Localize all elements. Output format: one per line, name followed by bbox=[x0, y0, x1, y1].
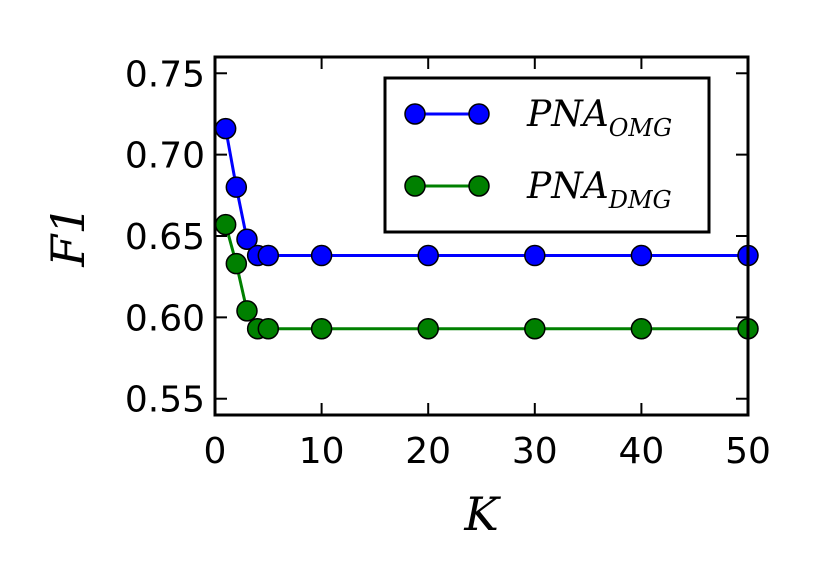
data-point-dmg bbox=[214, 213, 237, 236]
data-point-omg bbox=[214, 117, 237, 140]
series-layer bbox=[214, 117, 759, 340]
x-tick-label: 30 bbox=[512, 431, 558, 472]
data-point-omg bbox=[225, 176, 248, 198]
y-tick-label: 0.55 bbox=[125, 380, 205, 421]
data-point-omg bbox=[524, 244, 546, 267]
data-point-omg bbox=[310, 244, 333, 267]
data-point-dmg bbox=[310, 318, 333, 340]
legend-label: PNADMG bbox=[526, 166, 672, 214]
x-axis-label: K bbox=[463, 487, 501, 541]
legend-marker bbox=[468, 175, 490, 197]
x-tick-label: 20 bbox=[405, 431, 451, 472]
data-point-dmg bbox=[524, 318, 546, 340]
data-point-omg bbox=[417, 244, 439, 267]
legend-box bbox=[383, 76, 711, 234]
y-axis-label: F1 bbox=[41, 205, 95, 267]
data-point-dmg bbox=[417, 318, 439, 340]
data-point-omg bbox=[236, 228, 258, 251]
data-point-dmg bbox=[257, 318, 280, 340]
y-tick-label: 0.65 bbox=[125, 217, 205, 258]
x-tick-label: 0 bbox=[204, 431, 227, 472]
plot-frame bbox=[213, 55, 750, 417]
legend-marker bbox=[468, 103, 490, 125]
x-tick-label: 50 bbox=[725, 431, 771, 472]
legend-label: PNAOMG bbox=[526, 94, 672, 142]
series-line-dmg bbox=[224, 224, 748, 331]
y-tick-label: 0.75 bbox=[125, 54, 205, 95]
ticks-layer: 0 10 20 30 40 50 0.55 0.60 0.65 0.70 0.75 bbox=[125, 54, 771, 472]
data-point-dmg bbox=[630, 318, 653, 340]
legend-label-main: PNA bbox=[526, 94, 609, 135]
legend-label-subscript: DMG bbox=[608, 186, 672, 214]
data-point-dmg bbox=[236, 300, 258, 322]
data-point-omg bbox=[257, 244, 280, 267]
legend-marker bbox=[404, 175, 426, 197]
y-tick-label: 0.70 bbox=[125, 136, 205, 177]
x-tick-label: 40 bbox=[618, 431, 664, 472]
y-tick-label: 0.60 bbox=[125, 298, 205, 339]
legend-label-subscript: OMG bbox=[609, 114, 672, 142]
x-tick-label: 10 bbox=[299, 431, 345, 472]
data-point-dmg bbox=[225, 252, 248, 275]
legend-label-main: PNA bbox=[526, 166, 609, 207]
data-point-omg bbox=[630, 244, 653, 267]
series-line-omg bbox=[224, 128, 748, 258]
legend-marker bbox=[404, 103, 426, 125]
